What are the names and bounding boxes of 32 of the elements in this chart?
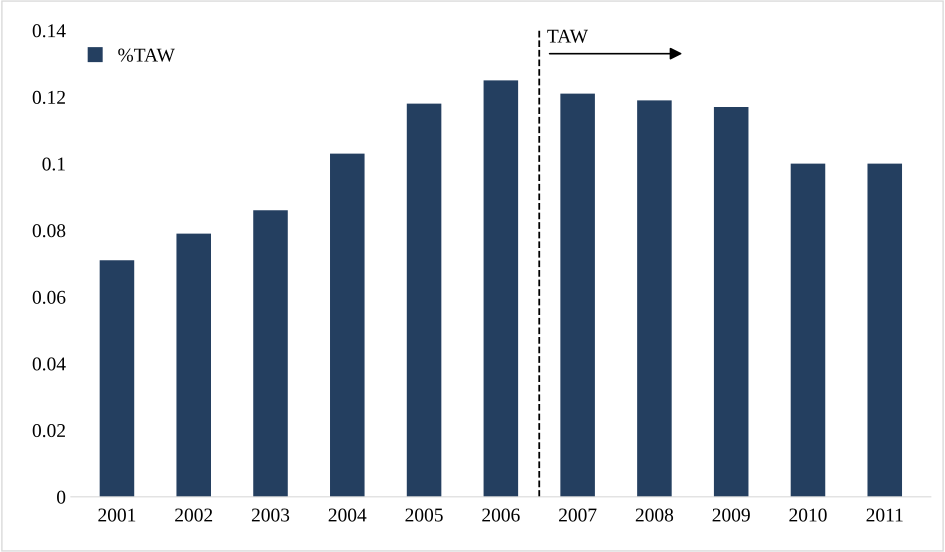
- bar: [330, 154, 365, 497]
- x-tick-label: 2009: [712, 508, 750, 522]
- x-tick-label: 2011: [866, 508, 903, 522]
- x-tick-label: 2005: [405, 508, 443, 522]
- bar: [637, 100, 672, 497]
- y-tick-label: 0.04: [32, 357, 66, 371]
- y-tick-label: 0.06: [32, 290, 66, 304]
- x-tick-label: 2006: [482, 508, 520, 522]
- bar: [484, 80, 518, 497]
- x-tick-label: 2008: [636, 508, 674, 522]
- x-tick-label: 2010: [789, 508, 827, 522]
- y-tick-label: 0.12: [32, 90, 65, 104]
- y-tick-label: 0.08: [32, 224, 66, 238]
- bar: [790, 164, 826, 497]
- y-tick-label: 0.1: [42, 157, 65, 171]
- bar: [406, 104, 442, 497]
- bar: [100, 260, 134, 497]
- x-tick-label: 2003: [252, 508, 290, 522]
- legend-label: %TAW: [118, 48, 175, 62]
- bar: [867, 164, 902, 497]
- x-tick-label: 2002: [175, 508, 212, 522]
- y-tick-label: 0: [57, 490, 66, 504]
- bar: [253, 210, 288, 497]
- bar: [714, 106, 748, 497]
- bar: [560, 94, 595, 497]
- y-tick-label: 0.14: [32, 24, 66, 38]
- x-tick-label: 2007: [559, 508, 597, 522]
- annotation: TAW: [547, 30, 588, 43]
- x-tick-label: 2004: [328, 508, 366, 522]
- y-tick-label: 0.02: [32, 424, 65, 438]
- x-tick-label: 2001: [98, 508, 136, 522]
- bar: [176, 234, 211, 497]
